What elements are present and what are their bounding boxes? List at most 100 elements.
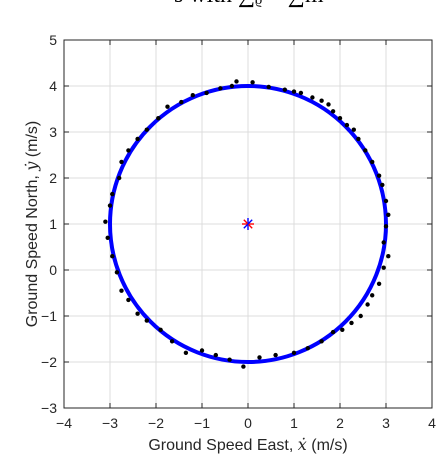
data-point: [305, 346, 310, 351]
data-point: [376, 173, 382, 178]
y-axis-label: Ground Speed North, ẏ (m/s): [22, 121, 41, 327]
data-point: [105, 235, 110, 240]
data-point: [349, 320, 354, 326]
data-point: [119, 159, 124, 165]
data-points: [103, 79, 391, 369]
data-point: [218, 86, 223, 91]
x-tick-label: 0: [244, 415, 252, 431]
data-point: [126, 297, 131, 303]
data-point: [386, 212, 391, 217]
data-point: [330, 329, 336, 335]
data-point: [386, 254, 391, 259]
data-point: [358, 313, 363, 319]
data-point: [319, 98, 324, 103]
y-tick-label: −2: [41, 354, 57, 370]
x-tick-label: −2: [148, 415, 164, 431]
x-axis-label-suffix: (m/s): [307, 437, 348, 454]
data-point: [107, 203, 113, 208]
data-point: [190, 93, 195, 98]
x-axis-label-symbol: ẋ: [298, 435, 307, 454]
data-point: [110, 254, 115, 259]
fitted-circle: [108, 84, 388, 364]
y-tick-label: 0: [49, 262, 57, 278]
data-point: [241, 364, 246, 369]
y-axis-label-suffix: (m/s): [24, 121, 41, 162]
axis-ticks: [63, 39, 433, 409]
data-point: [119, 288, 124, 293]
data-point: [310, 95, 315, 100]
data-point: [273, 352, 278, 358]
data-point: [135, 311, 140, 316]
data-point: [158, 327, 163, 332]
data-point: [326, 102, 331, 107]
x-tick-label: 3: [382, 415, 390, 431]
data-point: [199, 348, 205, 353]
data-point: [370, 293, 375, 298]
center-star-marker: [242, 218, 254, 230]
x-tick-label: −3: [102, 415, 118, 431]
data-point: [103, 219, 108, 224]
data-point: [229, 83, 235, 89]
data-point: [266, 84, 271, 90]
data-point: [257, 355, 262, 360]
x-tick-label: −4: [56, 415, 72, 431]
data-point: [234, 79, 239, 84]
data-point: [135, 136, 140, 142]
cropped-header-text: s with ∑ᵨ < ∑m: [0, 0, 438, 28]
data-point: [114, 270, 120, 275]
data-point: [380, 182, 385, 188]
data-point: [381, 240, 386, 245]
y-axis-label-prefix: Ground Speed North,: [24, 171, 41, 328]
x-tick-label: −1: [194, 415, 210, 431]
x-axis-label: Ground Speed East, ẋ (m/s): [148, 435, 347, 454]
data-point: [227, 357, 232, 362]
data-point: [165, 104, 170, 109]
data-point: [330, 109, 336, 114]
data-point: [344, 122, 350, 128]
data-point: [126, 148, 131, 153]
data-point: [383, 198, 389, 204]
data-point: [291, 89, 297, 94]
data-point: [351, 127, 356, 132]
data-point: [337, 116, 343, 121]
data-point: [298, 90, 304, 96]
data-point: [365, 302, 370, 307]
y-tick-label: −1: [41, 308, 57, 324]
x-tick-label: 2: [336, 415, 344, 431]
data-point: [183, 350, 189, 355]
data-point: [356, 136, 361, 142]
data-point: [213, 352, 218, 358]
star-stroke: [243, 219, 253, 229]
data-point: [319, 339, 324, 344]
y-tick-label: −3: [41, 400, 57, 416]
data-point: [383, 224, 389, 229]
data-point: [381, 265, 386, 270]
data-point: [291, 350, 297, 355]
data-point: [144, 318, 149, 323]
data-point: [363, 148, 368, 153]
data-point: [144, 127, 149, 132]
header-fragment: s with ∑ᵨ < ∑m: [174, 0, 324, 9]
y-tick-label: 2: [49, 170, 57, 186]
x-tick-label: 1: [290, 415, 298, 431]
data-point: [110, 191, 115, 197]
y-tick-label: 4: [49, 78, 57, 94]
data-point: [156, 116, 161, 121]
x-axis-label-prefix: Ground Speed East,: [148, 437, 297, 454]
y-tick-label: 3: [49, 124, 57, 140]
data-point: [204, 90, 209, 96]
y-axis-label-symbol: ẏ: [22, 161, 41, 172]
y-tick-label: 5: [49, 32, 57, 48]
data-point: [282, 87, 287, 92]
data-point: [250, 80, 255, 85]
data-point: [117, 175, 122, 181]
data-point: [376, 281, 382, 286]
data-point: [340, 327, 345, 332]
data-point: [370, 159, 375, 165]
y-tick-label: 1: [49, 216, 57, 232]
data-point: [169, 339, 175, 344]
x-tick-label: 4: [428, 415, 436, 431]
data-point: [179, 99, 184, 105]
